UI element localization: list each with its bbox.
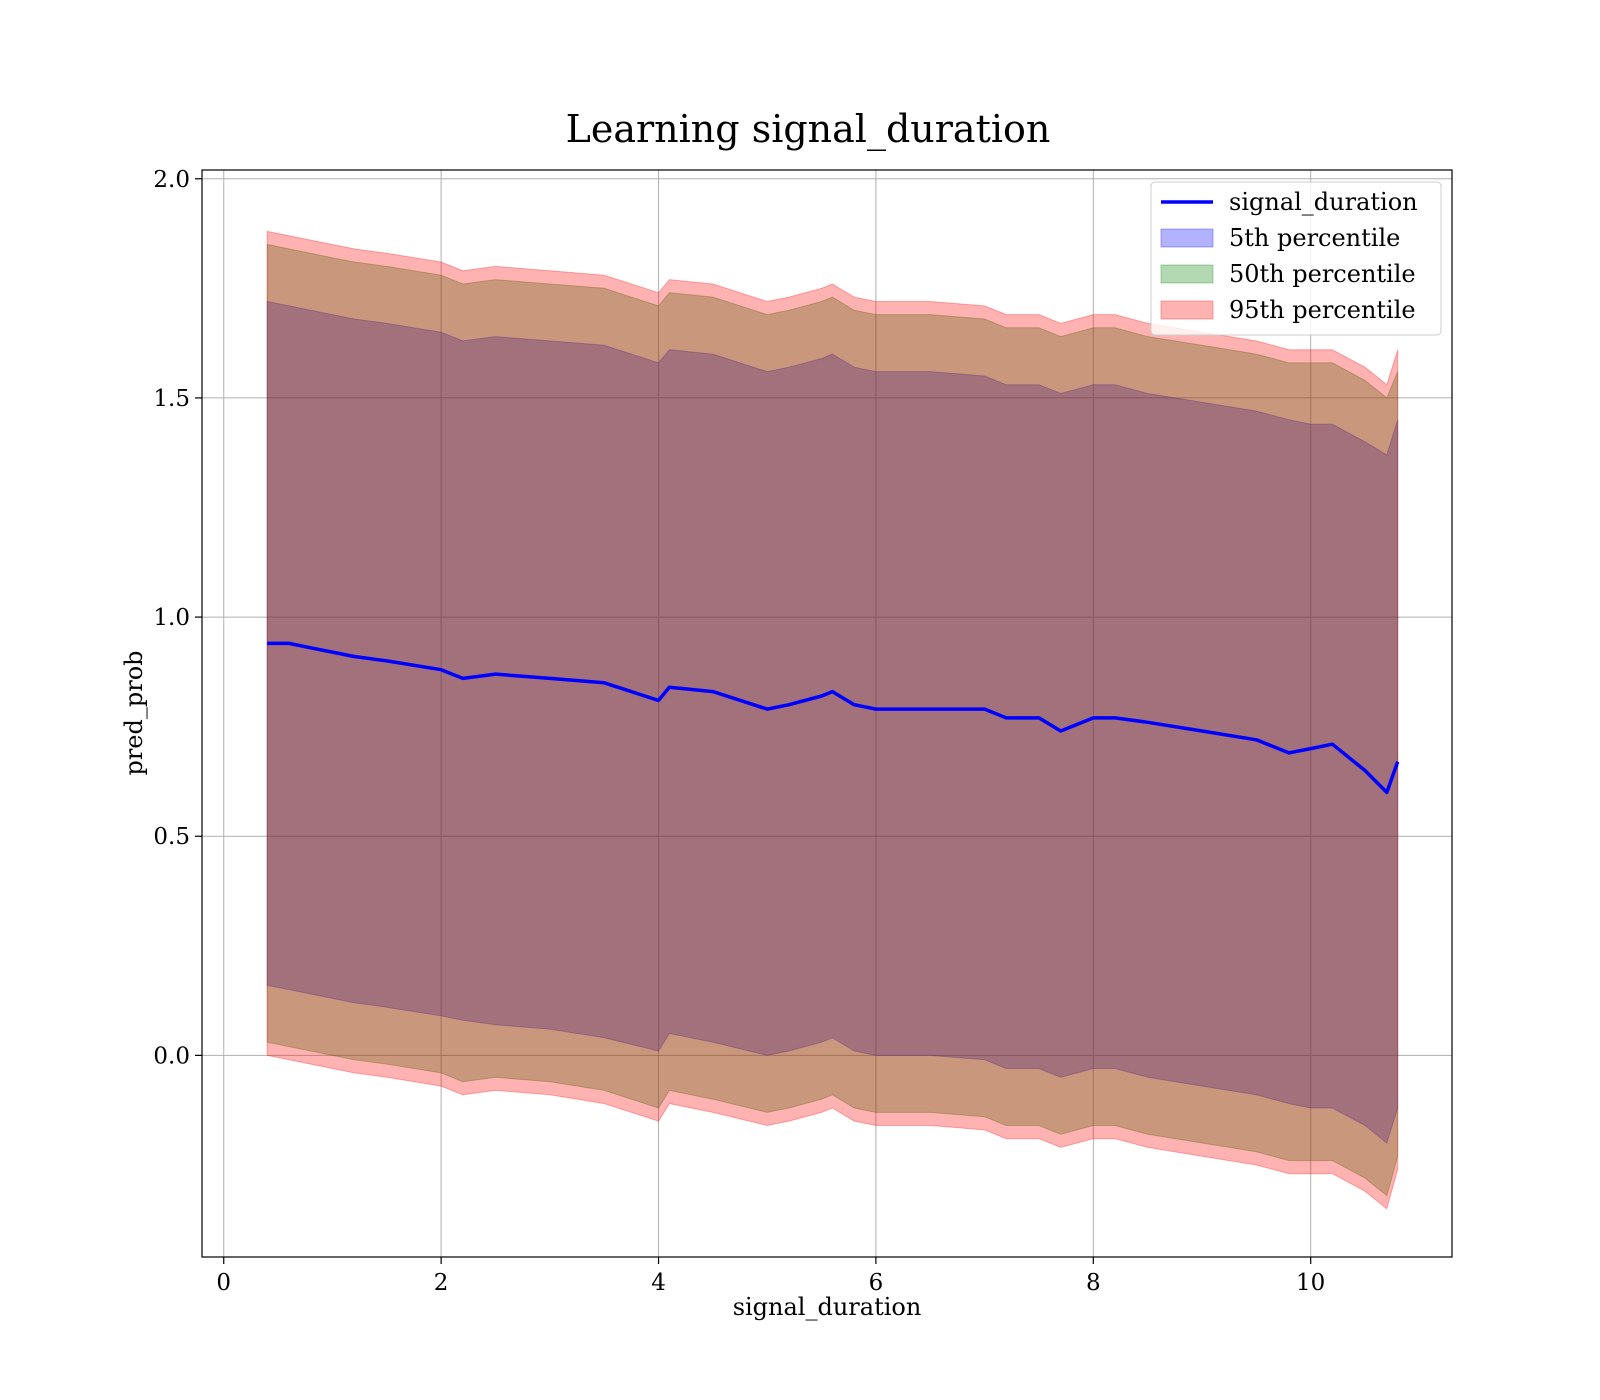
percentile-bands <box>266 230 1399 1210</box>
x-tick-label: 2 <box>434 1270 449 1296</box>
band-5th-percentile <box>266 300 1399 1144</box>
x-tick-label: 10 <box>1296 1270 1325 1296</box>
chart-title: Learning signal_duration <box>566 107 1051 152</box>
y-tick-label: 0.0 <box>153 1043 190 1069</box>
legend-label: 5th percentile <box>1229 224 1400 252</box>
legend-patch-swatch <box>1160 300 1214 320</box>
x-tick-label: 4 <box>651 1270 666 1296</box>
legend-frame <box>1150 181 1442 336</box>
y-tick-label: 0.5 <box>153 824 190 850</box>
legend-patch-swatch <box>1160 264 1214 284</box>
x-axis-label: signal_duration <box>733 1293 922 1321</box>
series-line-signal-duration <box>267 641 1400 795</box>
y-axis-label: pred_prob <box>120 650 148 775</box>
y-tick-label: 1.0 <box>153 605 190 631</box>
legend: signal_duration 5th percentile 50th percen… <box>1150 181 1442 336</box>
series-line-layer <box>267 641 1400 795</box>
legend-label: 95th percentile <box>1229 296 1416 324</box>
plot-area-background <box>202 170 1452 1257</box>
x-axis-ticks: 0 2 4 6 8 10 <box>216 1257 1325 1296</box>
y-axis-ticks: 0.0 0.5 1.0 1.5 2.0 <box>153 167 202 1069</box>
x-tick-label: 6 <box>869 1270 884 1296</box>
legend-label: signal_duration <box>1229 188 1418 216</box>
x-tick-label: 8 <box>1086 1270 1101 1296</box>
legend-patch-swatch <box>1160 228 1214 248</box>
band-50th-percentile <box>266 243 1399 1197</box>
grid <box>202 170 1452 1257</box>
y-tick-label: 2.0 <box>153 167 190 193</box>
plot-frame <box>201 169 1453 1258</box>
y-tick-label: 1.5 <box>153 386 190 412</box>
x-tick-label: 0 <box>216 1270 231 1296</box>
band-95th-percentile <box>266 230 1399 1210</box>
legend-label: 50th percentile <box>1229 260 1416 288</box>
